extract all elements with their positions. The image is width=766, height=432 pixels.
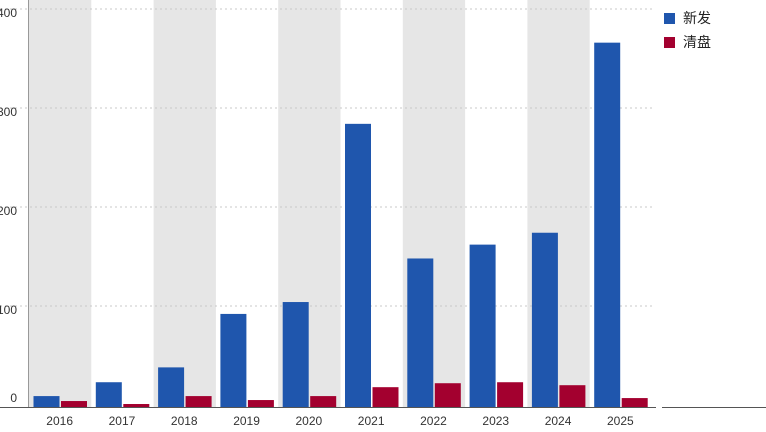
x-tick-label: 2020 — [295, 414, 322, 428]
bar-new — [407, 258, 434, 407]
x-tick-label: 2018 — [171, 414, 198, 428]
bar-new — [531, 232, 558, 407]
bar-liquidated — [434, 383, 461, 407]
bar-new — [469, 244, 496, 407]
x-tick-label: 2017 — [109, 414, 136, 428]
x-tick-label: 2022 — [420, 414, 447, 428]
legend-label-new: 新发 — [683, 11, 711, 27]
y-tick-label: 0 — [10, 391, 17, 405]
y-tick-label: 200 — [0, 204, 17, 218]
bar-new — [158, 367, 185, 407]
x-tick-label: 2019 — [233, 414, 260, 428]
bar-new — [33, 396, 60, 407]
legend-item-new: 新发 — [664, 6, 711, 30]
bar-liquidated — [247, 400, 274, 407]
x-tick-label: 2024 — [545, 414, 572, 428]
legend-item-liquidated: 清盘 — [664, 30, 711, 54]
bar-liquidated — [621, 398, 648, 407]
column-band — [29, 0, 92, 407]
legend-swatch-liquidated — [664, 36, 675, 48]
legend: 新发 清盘 — [664, 6, 711, 54]
bar-new — [282, 302, 309, 407]
bar-liquidated — [185, 396, 212, 407]
bar-new — [594, 42, 621, 407]
bar-liquidated — [497, 382, 524, 407]
bar-liquidated — [310, 396, 337, 407]
bar-new — [220, 313, 247, 407]
x-tick-label: 2021 — [358, 414, 385, 428]
y-tick-label: 400 — [0, 6, 17, 20]
y-tick-label: 300 — [0, 105, 17, 119]
bar-new — [345, 123, 371, 407]
bar-liquidated — [372, 387, 399, 407]
column-band — [153, 0, 216, 407]
bar-new — [95, 382, 122, 407]
x-tick-label: 2023 — [482, 414, 509, 428]
legend-label-liquidated: 清盘 — [683, 35, 711, 51]
legend-swatch-new — [664, 12, 675, 24]
y-tick-label: 100 — [0, 303, 17, 317]
bar-liquidated — [559, 385, 586, 407]
x-tick-label: 2025 — [607, 414, 634, 428]
bar-liquidated — [123, 404, 150, 407]
bar-liquidated — [61, 401, 87, 407]
x-tick-label: 2016 — [46, 414, 73, 428]
